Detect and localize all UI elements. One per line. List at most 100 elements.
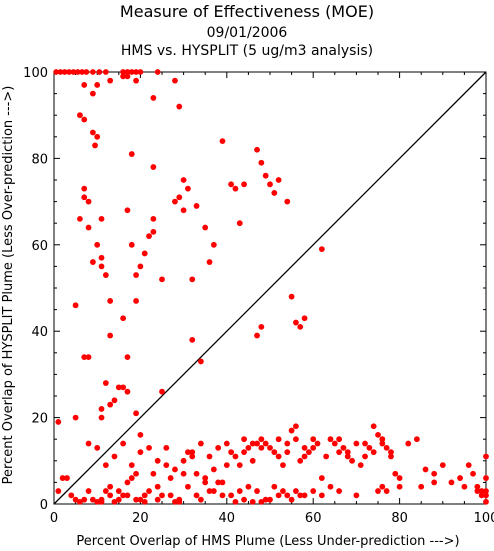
data-point: [133, 496, 139, 503]
data-point: [431, 479, 438, 486]
data-point: [396, 483, 403, 490]
data-point: [267, 181, 273, 188]
data-point: [405, 440, 412, 447]
data-point: [379, 483, 386, 490]
data-point: [249, 457, 256, 464]
data-point: [280, 488, 286, 494]
data-point: [124, 388, 131, 395]
data-point: [223, 440, 230, 447]
data-point: [206, 259, 213, 265]
data-point: [176, 496, 183, 503]
data-point: [258, 444, 265, 451]
data-point: [57, 69, 64, 75]
data-point: [120, 315, 127, 322]
data-point: [284, 440, 291, 447]
data-point: [137, 496, 144, 503]
data-point: [353, 492, 360, 499]
data-point: [327, 483, 334, 490]
data-point: [72, 414, 79, 421]
data-point: [137, 449, 144, 456]
data-point: [70, 69, 77, 75]
data-point: [167, 492, 174, 499]
x-tick-label: 60: [305, 511, 322, 526]
data-point: [370, 449, 377, 456]
data-point: [305, 449, 312, 456]
data-point: [210, 488, 217, 494]
data-point: [336, 436, 343, 443]
x-tick-label: 40: [219, 511, 236, 526]
data-point: [236, 220, 243, 227]
data-point: [141, 492, 148, 499]
data-point: [483, 492, 489, 499]
data-point: [98, 406, 105, 412]
data-point: [236, 488, 243, 494]
data-point: [297, 457, 304, 464]
data-point: [128, 241, 135, 248]
data-point: [189, 453, 196, 460]
data-point: [185, 185, 191, 192]
data-point: [98, 254, 105, 261]
data-point: [150, 228, 157, 235]
data-point: [124, 207, 131, 214]
data-point: [474, 488, 481, 494]
chart-subtitle-date: 09/01/2006: [207, 25, 288, 41]
data-point: [98, 496, 105, 503]
data-point: [271, 190, 278, 196]
data-point: [301, 492, 308, 499]
data-point: [102, 462, 109, 469]
data-point: [284, 449, 291, 456]
data-point: [137, 263, 144, 270]
data-point: [465, 462, 472, 469]
data-point: [470, 470, 476, 477]
data-point: [159, 388, 165, 395]
data-point: [81, 116, 88, 123]
data-point: [232, 185, 239, 192]
data-point: [318, 246, 325, 253]
data-point: [448, 479, 455, 486]
data-point: [275, 453, 282, 460]
data-point: [81, 354, 88, 361]
data-point: [262, 496, 269, 503]
data-point: [74, 69, 81, 75]
data-point: [284, 198, 291, 205]
data-point: [89, 90, 96, 97]
data-point: [258, 498, 265, 505]
data-point: [120, 73, 127, 80]
data-point: [197, 440, 204, 447]
data-point: [288, 427, 295, 434]
data-point: [72, 496, 79, 503]
data-point: [66, 69, 73, 75]
data-point: [133, 69, 139, 75]
y-axis-label: Percent Overlap of HYSPLIT Plume (Less O…: [1, 86, 16, 485]
data-point: [159, 492, 165, 499]
data-point: [154, 483, 161, 490]
data-point: [81, 185, 88, 192]
data-point: [150, 95, 157, 101]
data-point: [258, 436, 265, 443]
data-point: [310, 444, 317, 451]
data-point: [344, 453, 351, 460]
data-point: [172, 198, 178, 205]
data-point: [232, 498, 239, 505]
data-point: [318, 475, 325, 481]
data-point: [98, 263, 105, 270]
data-point: [206, 488, 213, 494]
data-point: [413, 436, 420, 443]
data-point: [189, 276, 196, 283]
data-point: [249, 498, 256, 505]
data-point: [197, 358, 204, 365]
data-point: [154, 457, 161, 464]
data-point: [293, 436, 299, 443]
data-point: [107, 77, 114, 84]
data-point: [81, 496, 88, 503]
data-point: [327, 436, 334, 443]
data-point: [301, 444, 308, 451]
data-point: [353, 440, 360, 447]
data-point: [236, 462, 243, 469]
data-point: [98, 414, 105, 421]
data-point: [297, 323, 304, 330]
data-point: [154, 69, 161, 75]
data-point: [85, 488, 92, 494]
data-point: [94, 133, 101, 140]
